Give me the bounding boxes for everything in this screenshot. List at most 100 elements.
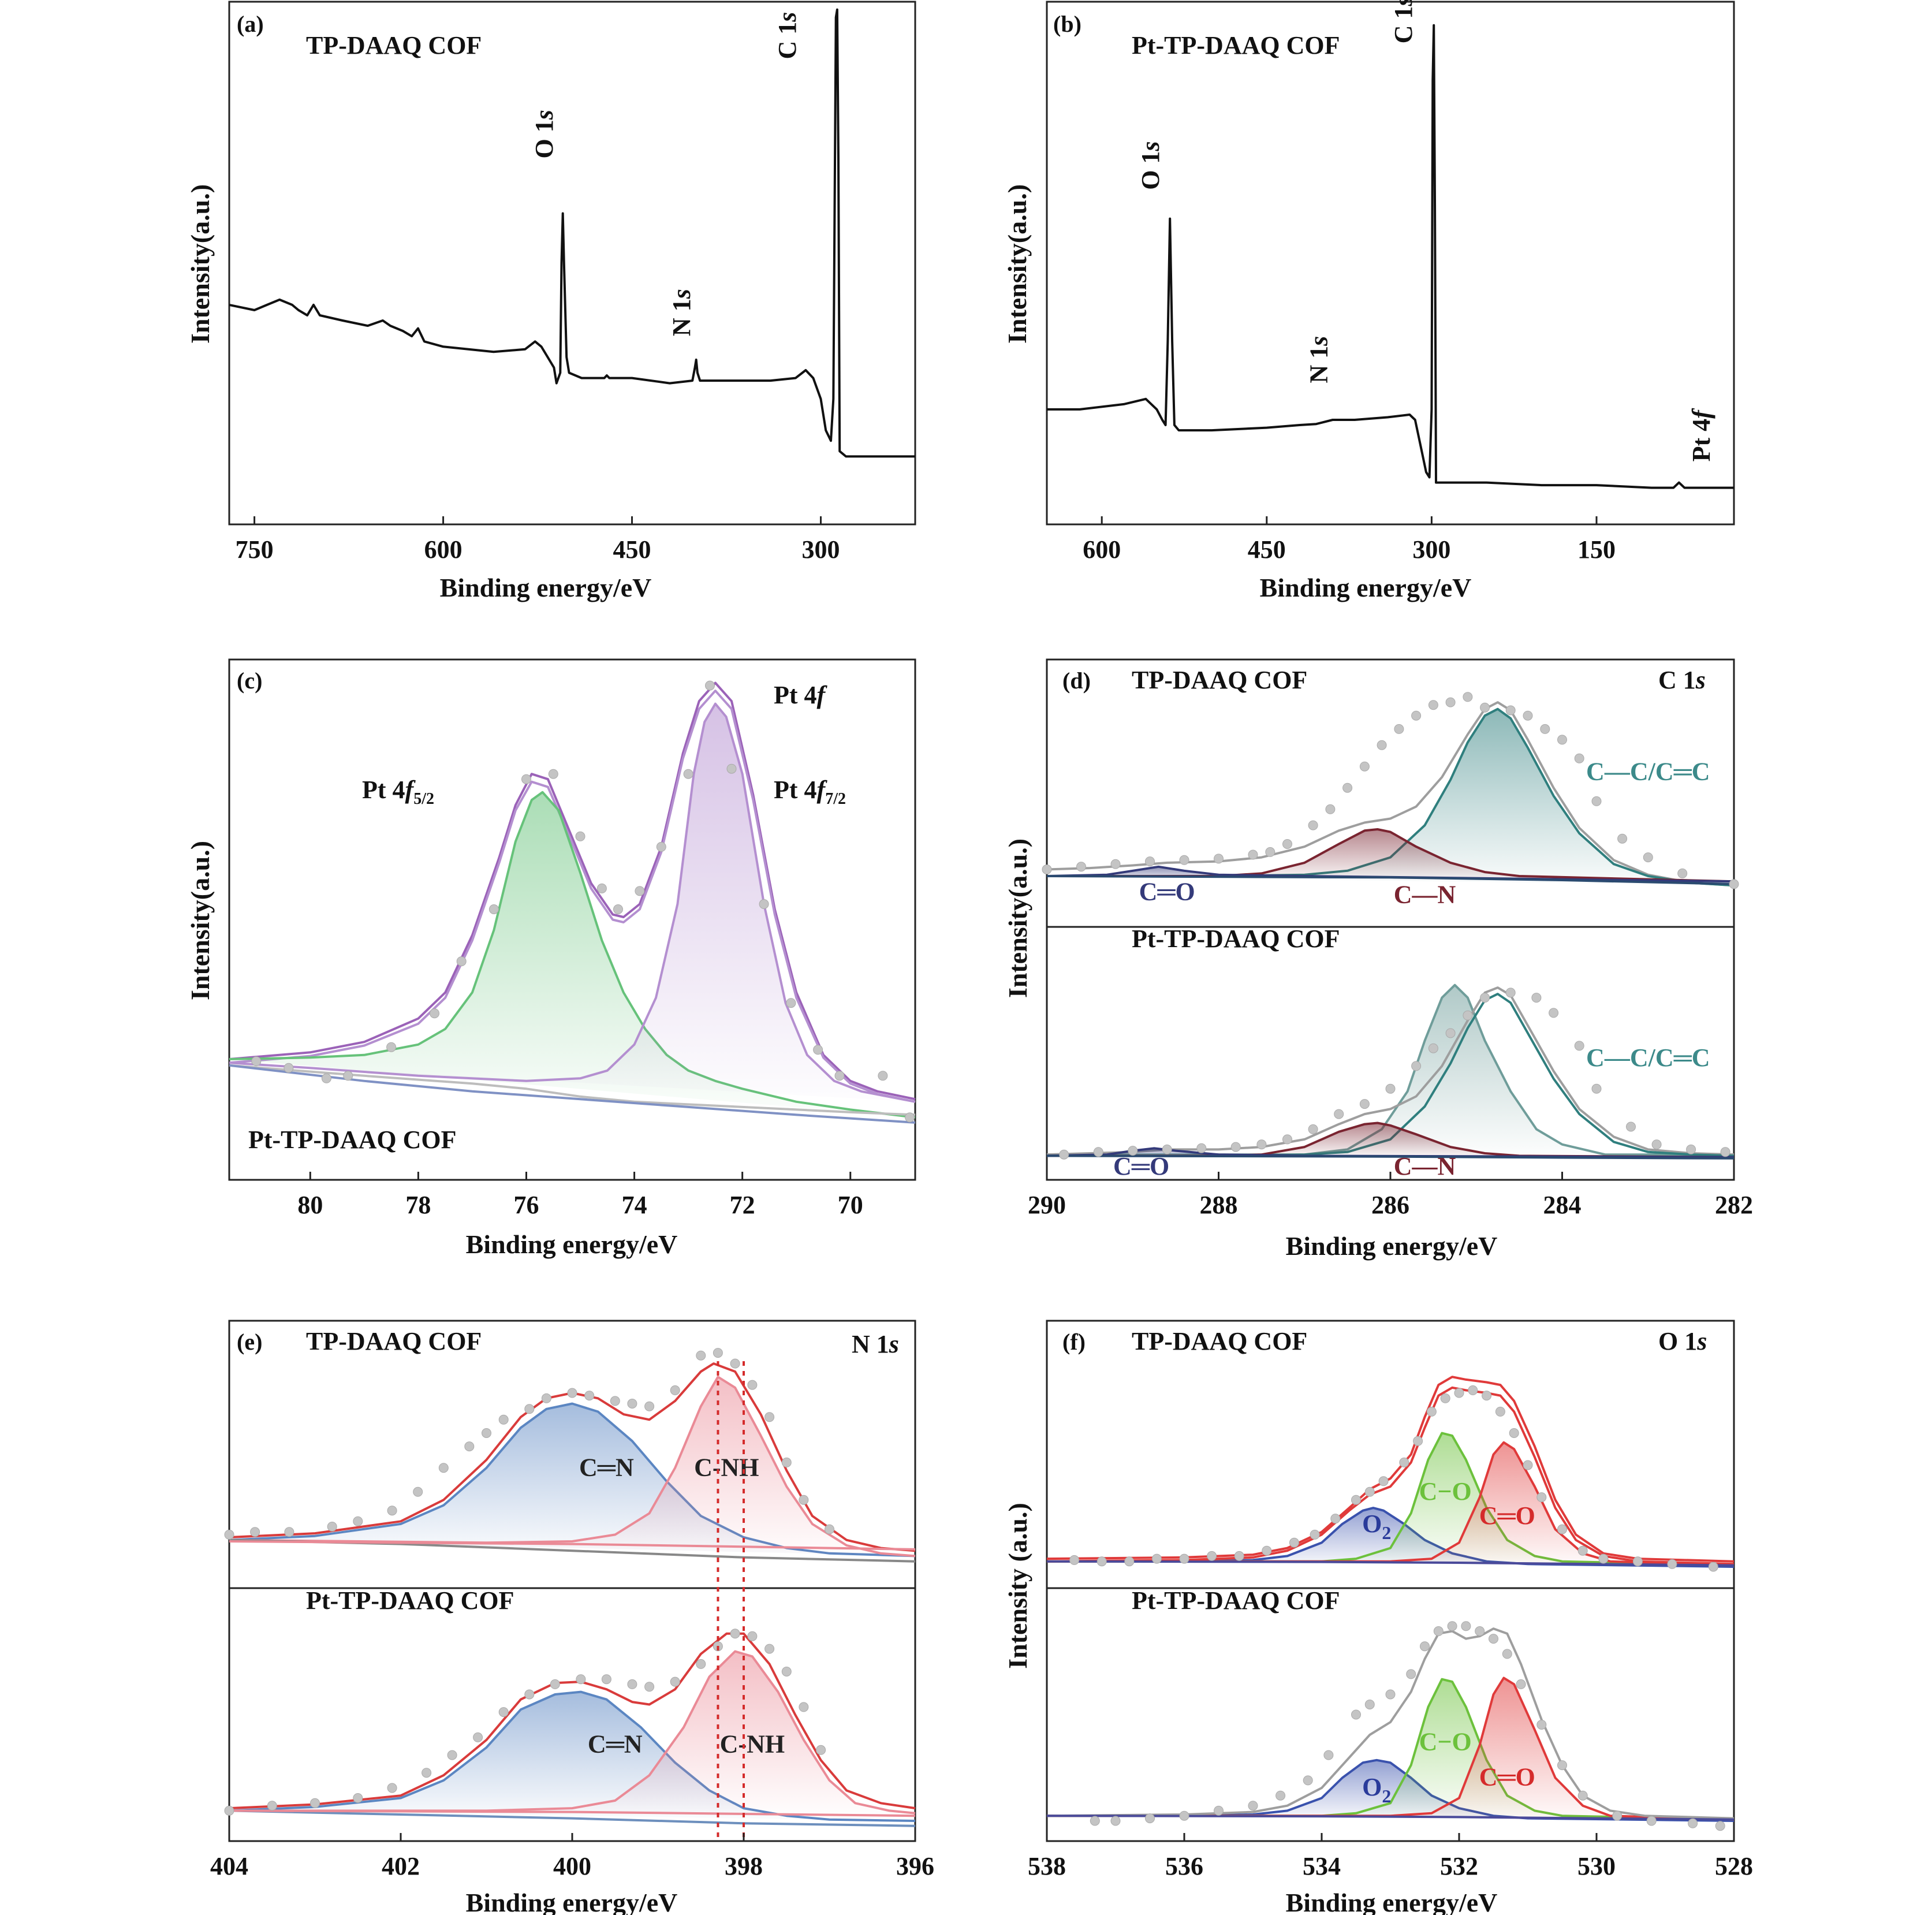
panel-e-sub1-point (644, 1401, 655, 1411)
panel-d-sub1-point (1342, 783, 1353, 793)
panel-e-sub1-point (764, 1412, 775, 1422)
panel-d-sub1-point (1617, 833, 1628, 844)
panel-f-sub1-point (1351, 1495, 1361, 1505)
panel-a-xtick-label: 300 (802, 535, 840, 564)
panel-f-sub1-point (1632, 1556, 1643, 1567)
panel-e-sub2-point (816, 1745, 826, 1755)
panel-f-sub1-point (1454, 1388, 1464, 1398)
panel-f-sub1-point (1523, 1460, 1533, 1470)
panel-e-sub2-point (747, 1631, 758, 1641)
panel-f-sub2-point (1433, 1626, 1444, 1636)
panel-e-sub1-point (387, 1506, 397, 1516)
panel-d-sub2-peak-label: C—C/C═C (1586, 1044, 1710, 1072)
panel-f-sub1-point (1179, 1553, 1189, 1564)
panel-e-sub2-point (644, 1682, 655, 1692)
panel-e-sub2-point (422, 1768, 432, 1778)
panel-f-sub2-point (1688, 1818, 1698, 1828)
panel-e-sub2-point (764, 1644, 775, 1654)
panel-f-sub1-peak-label: C═O (1479, 1502, 1535, 1530)
panel-e-sub2-curve (229, 1650, 916, 1815)
panel-b-xtick-label: 600 (1083, 535, 1121, 564)
panel-f-ylabel: Intensity (a.u.) (1003, 1503, 1032, 1669)
panel-a-static: (a) TP-DAAQ COF Binding energy/eV Intens… (185, 11, 651, 602)
panel-b-xtick-label: 300 (1412, 535, 1450, 564)
panel-c-point (430, 1008, 439, 1019)
panel-e-sub1-peak-label: C-NH (694, 1454, 759, 1482)
panel-c-point (834, 1071, 845, 1081)
panel-e-xtick-label: 400 (553, 1852, 591, 1880)
panel-f-sub1-point (1509, 1428, 1519, 1438)
panel-d-sub1-point (1377, 740, 1387, 750)
panel-f-sub2-peak-label: O2 (1362, 1773, 1391, 1806)
panel-f-sub1-point (1069, 1555, 1080, 1565)
panel-f-sub1-peak-label: C−O (1419, 1477, 1472, 1506)
panel-b-static: (b) Pt-TP-DAAQ COF Binding energy/eV Int… (1002, 11, 1471, 602)
panel-f-sub1-point (1234, 1551, 1244, 1561)
panel-e-xtick-label: 404 (210, 1852, 248, 1880)
panel-d-sub1-curve (1046, 701, 1735, 887)
panel-e-sub2-point (550, 1679, 560, 1689)
panel-f-sub1-point (1708, 1562, 1718, 1572)
panel-e-sub1-point (524, 1404, 535, 1414)
panel-b-peak-label: Pt 4f (1687, 408, 1715, 462)
panel-f-sub1-point (1151, 1553, 1162, 1564)
panel-d-sub2-point (1359, 1099, 1370, 1109)
panel-f-sub1-point (1426, 1406, 1437, 1417)
panel-d-sub2-point (1505, 988, 1516, 998)
panel-d-sub1-peak-label: C—N (1394, 880, 1456, 908)
panel-e-sub1-point (730, 1358, 740, 1369)
panel-b-spectrum (1047, 24, 1734, 489)
panel-f-sub2-curve-fill (1047, 1760, 1734, 1821)
panel-e-sub1-point (584, 1391, 595, 1401)
panel-d-xtick-label: 290 (1028, 1191, 1066, 1219)
panel-f-sub1-point (1482, 1391, 1492, 1401)
panel-f-xtick-label: 534 (1303, 1852, 1341, 1880)
panel-c-ylabel: Intensity(a.u.) (185, 841, 215, 1000)
panel-c-point (705, 680, 715, 691)
panel-d-sub2-point (1256, 1139, 1267, 1150)
panel-a-spectrum (229, 8, 915, 458)
panel-e-sub2-point (730, 1629, 740, 1639)
panel-c-point (878, 1071, 888, 1081)
panel-d-sub1-point (1214, 854, 1224, 864)
panel-d-sub2-point (1591, 1083, 1602, 1094)
panel-d-tag: (d) (1062, 668, 1091, 694)
panel-e-sub2-point (781, 1667, 792, 1676)
panel-d-sub1-point (1076, 862, 1086, 872)
panel-d-sub2-point (1626, 1122, 1636, 1132)
panel-e-sub1-point (413, 1486, 423, 1497)
panel-e-sub1-curve (229, 1376, 916, 1558)
panel-f-sub2-point (1715, 1821, 1725, 1831)
panel-f-sub1-point (1124, 1556, 1135, 1567)
panel-d-sub2-point (1428, 1043, 1438, 1053)
panel-c-point (656, 841, 666, 852)
panel-e-sub2-point (799, 1702, 809, 1712)
panel-d-sub1-point (1463, 692, 1473, 702)
panel-f-sub1-point (1495, 1406, 1505, 1417)
panel-f-sub1-point (1378, 1476, 1389, 1486)
panel-f-xtick-label: 536 (1165, 1852, 1203, 1880)
panel-c-point (488, 904, 499, 914)
panel-e-sub2-point (524, 1689, 535, 1700)
panel-d-sub1-point (1557, 735, 1567, 745)
panel-f-sub2-point (1516, 1679, 1526, 1689)
panel-f-sub2-point (1461, 1621, 1471, 1631)
panel-e-sub2-point (267, 1801, 277, 1811)
panel-e-sub1-point (696, 1350, 706, 1361)
panel-c-curve (229, 690, 916, 1103)
panel-f-sub1-point (1364, 1486, 1375, 1497)
panel-f-sub1-point (1310, 1529, 1320, 1540)
panel-f-sub1-point (1413, 1436, 1423, 1446)
panel-c-point (786, 998, 796, 1008)
panel-d-sub1-point (1308, 820, 1318, 830)
panel-c-xtick-label: 80 (297, 1191, 323, 1219)
panel-e-tag: (e) (237, 1329, 262, 1355)
panel-f-sub2-point (1536, 1720, 1547, 1730)
panel-f-title: O 1s (1658, 1327, 1707, 1355)
panel-c-point (683, 769, 693, 779)
panel-c-curve (229, 681, 916, 1101)
panel-f-sub2-point (1502, 1649, 1512, 1659)
panel-e-title: N 1s (852, 1330, 899, 1358)
panel-f-static: (f) O 1s TP-DAAQ COF Pt-TP-DAAQ COF Bind… (1003, 1327, 1707, 1915)
